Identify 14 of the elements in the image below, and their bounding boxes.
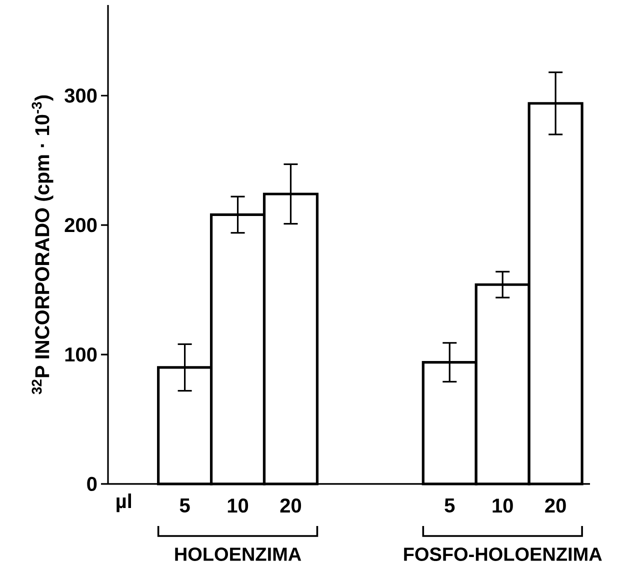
x-tick-label: 5 (444, 498, 455, 512)
x-tick-label: 20 (280, 498, 302, 513)
text: HOLOENZIMA (175, 548, 302, 561)
y-tick-label: 100 (65, 347, 97, 362)
y-tick-label: 200 (64, 218, 97, 232)
x-tick-label: 20 (545, 498, 566, 513)
x-axis-title: µl (116, 494, 132, 512)
y-tick-label: 0 (87, 476, 97, 492)
y-axis-title: $^{32}$P INCORPORADO (cpm · 10$^{-3}$) (32, 95, 54, 394)
x-tick-label: 5 (180, 498, 190, 512)
y-tick-label: 300 (64, 88, 97, 103)
x-tick-label: 10 (228, 498, 248, 513)
x-tick-label: 10 (492, 498, 513, 513)
text: FOSFO-HOLOENZIMA (404, 548, 602, 561)
